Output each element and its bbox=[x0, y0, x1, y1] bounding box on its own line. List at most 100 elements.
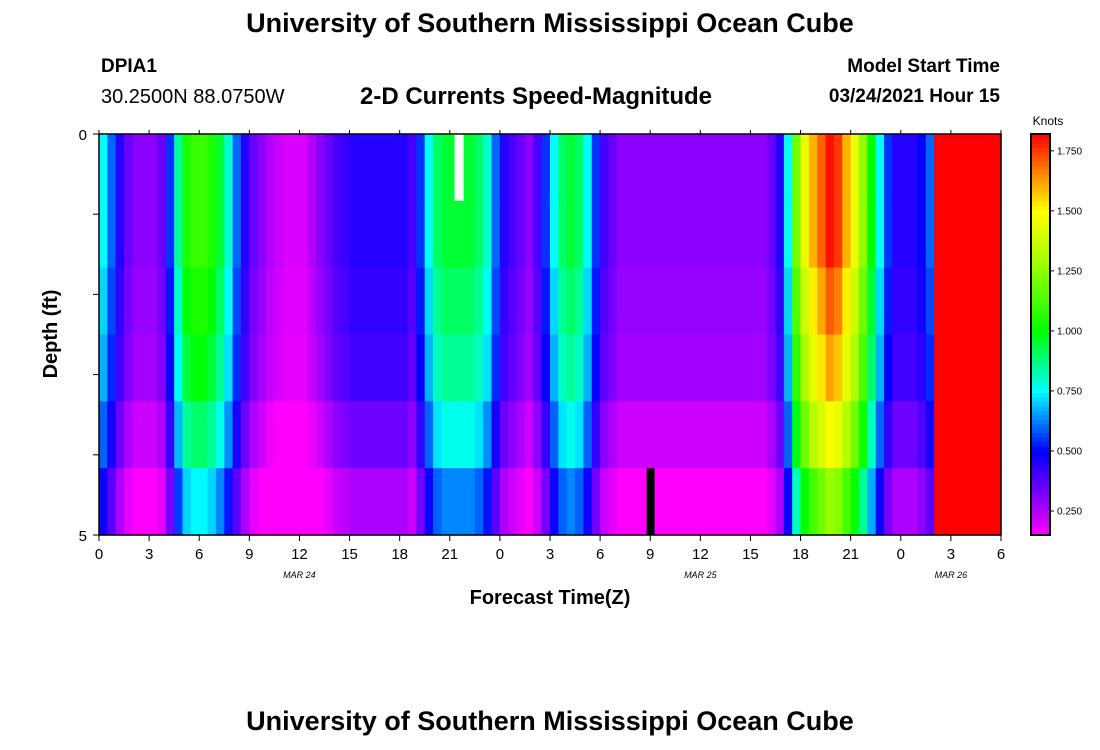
heatmap-cell bbox=[767, 267, 777, 336]
heatmap-cell bbox=[842, 134, 852, 202]
heatmap-cell bbox=[650, 200, 660, 269]
heatmap-cell bbox=[583, 334, 593, 402]
heatmap-cell bbox=[917, 334, 927, 402]
heatmap-cell bbox=[474, 134, 484, 202]
heatmap-cell bbox=[608, 334, 618, 402]
heatmap-cell bbox=[240, 267, 250, 336]
heatmap-cell bbox=[424, 267, 434, 336]
colorbar-segment bbox=[1031, 356, 1050, 362]
heatmap-cell bbox=[232, 401, 242, 469]
colorbar-segment bbox=[1031, 294, 1050, 300]
heatmap-cell bbox=[474, 200, 484, 269]
heatmap-cell bbox=[374, 134, 384, 202]
heatmap-cell bbox=[608, 401, 618, 469]
heatmap-cell bbox=[157, 468, 167, 536]
heatmap-cell bbox=[349, 468, 359, 536]
colorbar-segment bbox=[1031, 321, 1050, 327]
heatmap-cell bbox=[408, 468, 417, 536]
heatmap-cell bbox=[291, 401, 301, 469]
heatmap-cell bbox=[316, 334, 326, 402]
heatmap-cell bbox=[892, 134, 902, 202]
heatmap-cell bbox=[266, 468, 275, 536]
main-title: University of Southern Mississippi Ocean… bbox=[246, 8, 854, 38]
date-label: MAR 24 bbox=[283, 570, 316, 580]
colorbar-segment bbox=[1031, 187, 1050, 193]
heatmap-cell bbox=[224, 134, 234, 202]
colorbar-segment bbox=[1031, 325, 1050, 331]
heatmap-cell bbox=[124, 468, 134, 536]
heatmap-cell bbox=[207, 401, 217, 469]
heatmap-cell bbox=[516, 200, 526, 269]
heatmap-cell bbox=[307, 200, 317, 269]
colorbar-segment bbox=[1031, 334, 1050, 340]
heatmap-cell bbox=[107, 200, 117, 269]
heatmap-cell bbox=[324, 334, 334, 402]
heatmap-cell bbox=[349, 267, 359, 336]
colorbar-segment bbox=[1031, 138, 1050, 144]
heatmap-cell bbox=[107, 267, 117, 336]
x-tick-label: 18 bbox=[792, 546, 809, 563]
colorbar-segment bbox=[1031, 405, 1050, 411]
heatmap-cell bbox=[215, 401, 225, 469]
heatmap-cell bbox=[433, 401, 443, 469]
heatmap-cell bbox=[232, 267, 242, 336]
heatmap-cell bbox=[792, 267, 802, 336]
heatmap-cell bbox=[633, 134, 643, 202]
heatmap-cell bbox=[566, 401, 576, 469]
heatmap-cell bbox=[875, 334, 885, 402]
heatmap-cell bbox=[199, 468, 209, 536]
heatmap-cell bbox=[149, 334, 159, 402]
heatmap-cell bbox=[775, 134, 785, 202]
heatmap-cell bbox=[633, 267, 643, 336]
colorbar-segment bbox=[1031, 160, 1050, 166]
heatmap-cell bbox=[833, 401, 843, 469]
heatmap-cell bbox=[817, 334, 827, 402]
colorbar-segment bbox=[1031, 463, 1050, 469]
heatmap-cell bbox=[967, 468, 977, 536]
heatmap-cell bbox=[533, 267, 543, 336]
heatmap-cell bbox=[257, 401, 267, 469]
heatmap-cell bbox=[449, 334, 459, 402]
heatmap-cell bbox=[683, 134, 693, 202]
heatmap-cell bbox=[524, 401, 534, 469]
heatmap-cell bbox=[783, 200, 793, 269]
heatmap-cell bbox=[650, 401, 660, 469]
heatmap-cell bbox=[516, 401, 526, 469]
heatmap-cell bbox=[708, 468, 718, 536]
heatmap-cell bbox=[600, 468, 610, 536]
heatmap-cell bbox=[240, 401, 250, 469]
heatmap-cell bbox=[750, 267, 760, 336]
heatmap-cell bbox=[550, 267, 559, 336]
heatmap-cell bbox=[859, 200, 868, 269]
heatmap-cell bbox=[867, 334, 877, 402]
heatmap-cell bbox=[625, 334, 635, 402]
heatmap-cell bbox=[341, 468, 351, 536]
heatmap-cell bbox=[382, 334, 392, 402]
heatmap-cell bbox=[558, 200, 568, 269]
heatmap-cell bbox=[232, 468, 242, 536]
colorbar-segment bbox=[1031, 365, 1050, 371]
heatmap-cell bbox=[950, 334, 960, 402]
heatmap-cell bbox=[925, 200, 935, 269]
station-id: DPIA1 bbox=[101, 56, 157, 77]
heatmap-cell bbox=[683, 401, 693, 469]
heatmap-cell bbox=[683, 334, 693, 402]
heatmap-cell bbox=[675, 334, 685, 402]
colorbar-segment bbox=[1031, 361, 1050, 367]
heatmap-cell bbox=[349, 200, 359, 269]
heatmap-cell bbox=[909, 134, 919, 202]
heatmap-cell bbox=[825, 401, 835, 469]
heatmap-cell bbox=[149, 134, 159, 202]
heatmap-cells bbox=[99, 134, 1002, 536]
colorbar-segment bbox=[1031, 526, 1050, 532]
heatmap-cell bbox=[366, 468, 376, 536]
heatmap-cell bbox=[934, 200, 944, 269]
heatmap-cell bbox=[975, 334, 985, 402]
heatmap-cell bbox=[900, 468, 910, 536]
heatmap-cell bbox=[516, 134, 526, 202]
heatmap-cell bbox=[165, 200, 175, 269]
colorbar-segment bbox=[1031, 517, 1050, 523]
heatmap-cell bbox=[917, 267, 927, 336]
heatmap-cell bbox=[859, 267, 868, 336]
x-tick-label: 21 bbox=[441, 546, 458, 563]
